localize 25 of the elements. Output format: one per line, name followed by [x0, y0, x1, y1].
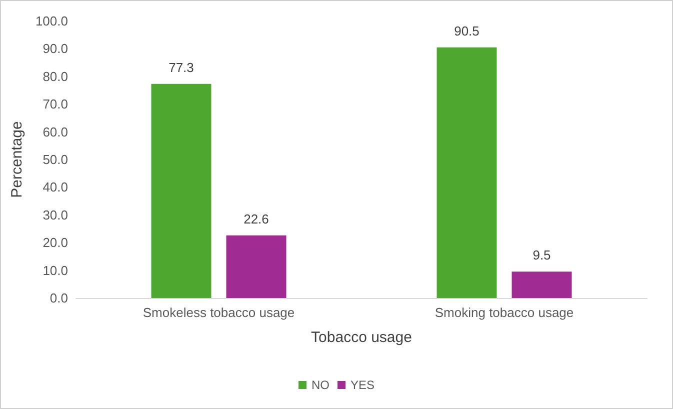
data-label: 9.5 — [532, 248, 551, 263]
y-tick-label: 60.0 — [42, 124, 68, 140]
data-label: 22.6 — [244, 211, 269, 226]
data-label: 77.3 — [168, 60, 194, 75]
y-tick-label: 0.0 — [50, 290, 68, 306]
data-label: 90.5 — [454, 23, 480, 38]
y-tick-label: 50.0 — [42, 152, 68, 167]
y-tick-label: 100.0 — [35, 14, 68, 28]
y-tick-label: 20.0 — [42, 235, 68, 250]
x-tick-label: Smokeless tobacco usage — [142, 305, 295, 320]
x-tick-label: Smoking tobacco usage — [434, 305, 574, 320]
y-tick-label: 90.0 — [42, 41, 68, 56]
legend-label: NO — [311, 378, 330, 392]
x-axis-title: Tobacco usage — [311, 329, 412, 346]
bar — [226, 235, 286, 298]
y-tick-label: 40.0 — [42, 180, 68, 195]
y-tick-label: 80.0 — [42, 68, 68, 84]
bar — [436, 47, 497, 298]
bar — [512, 272, 572, 298]
y-tick-label: 70.0 — [42, 96, 68, 112]
bar — [151, 84, 212, 298]
y-tick-label: 30.0 — [42, 207, 68, 222]
y-axis-title: Percentage — [8, 121, 26, 198]
y-tick-label: 10.0 — [42, 262, 68, 278]
legend-label: YES — [350, 378, 375, 392]
